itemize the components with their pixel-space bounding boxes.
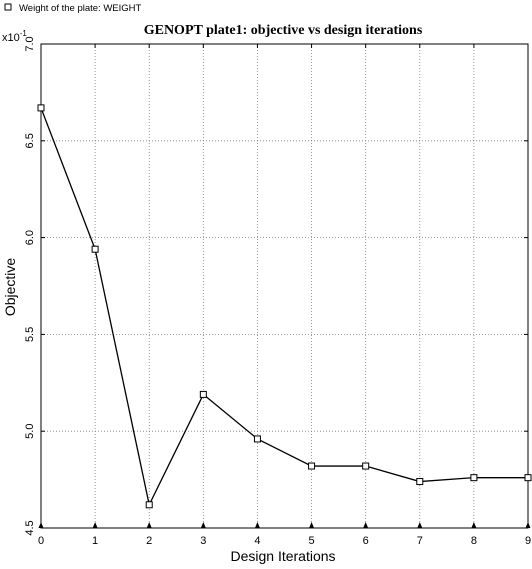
x-tick-mark: [525, 522, 531, 528]
x-tick-mark: [471, 522, 477, 528]
y-multiplier-exponent: -1: [20, 29, 28, 38]
x-tick-label: 9: [525, 535, 531, 547]
x-tick-mark: [92, 522, 98, 528]
data-point: [362, 462, 370, 470]
data-point: [199, 390, 207, 398]
data-point: [524, 474, 532, 482]
x-tick-mark: [38, 522, 44, 528]
legend-marker: [4, 3, 12, 11]
y-tick-label: 7.0: [24, 36, 36, 51]
data-point: [91, 245, 99, 253]
data-point: [308, 462, 316, 470]
legend: Weight of the plate: WEIGHT: [4, 3, 142, 14]
chart-title: GENOPT plate1: objective vs design itera…: [144, 23, 423, 38]
data-point: [145, 501, 153, 509]
x-tick-mark: [309, 522, 315, 528]
plot-frame: [40, 43, 529, 529]
x-tick-label: 5: [308, 535, 314, 547]
x-tick-label: 3: [200, 535, 206, 547]
x-tick-label: 8: [471, 535, 477, 547]
x-tick-label: 2: [146, 535, 152, 547]
x-tick-mark: [254, 522, 260, 528]
grid: [41, 44, 528, 528]
plot-border: [40, 43, 529, 529]
series-weight: [37, 104, 532, 509]
y-multiplier: x10-1: [2, 29, 27, 44]
y-tick-label: 6.0: [24, 230, 36, 245]
x-tick-mark: [200, 522, 206, 528]
x-tick-label: 1: [92, 535, 98, 547]
data-point: [416, 478, 424, 486]
y-axis-label: Objective: [2, 258, 18, 317]
y-tick-label: 4.5: [24, 520, 36, 535]
x-tick-label: 7: [417, 535, 423, 547]
y-multiplier-base: x10: [2, 32, 20, 44]
x-tick-mark: [363, 522, 369, 528]
y-tick-label: 6.5: [24, 133, 36, 148]
y-tick-label: 5.0: [24, 424, 36, 439]
data-point: [470, 474, 478, 482]
x-tick-label: 4: [254, 535, 260, 547]
y-ticks: 4.5 5.0 5.5 6.0 6.5 7.0: [24, 36, 528, 536]
data-point: [253, 435, 261, 443]
data-point: [37, 104, 45, 112]
series-line: [40, 107, 528, 507]
x-axis-label: Design Iterations: [230, 548, 335, 564]
x-ticks: 0 1 2 3 4 5 6 7 8 9: [38, 44, 531, 547]
x-tick-mark: [417, 522, 423, 528]
x-tick-label: 0: [38, 535, 44, 547]
x-tick-label: 6: [363, 535, 369, 547]
legend-label: Weight of the plate: WEIGHT: [19, 3, 142, 14]
x-tick-mark: [146, 522, 152, 528]
y-tick-label: 5.5: [24, 327, 36, 342]
